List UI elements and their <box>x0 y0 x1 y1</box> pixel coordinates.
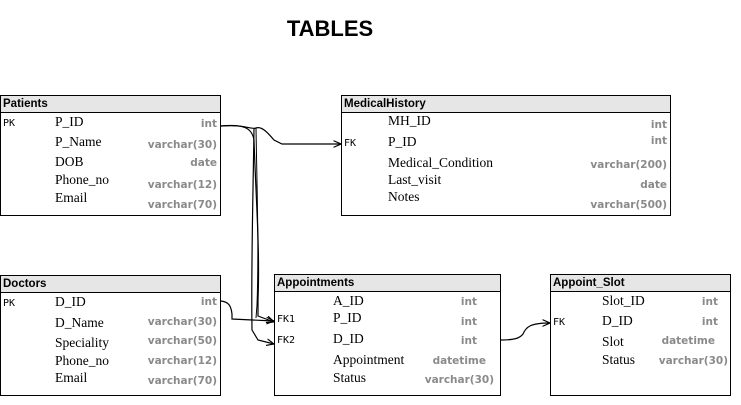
field-name: Notes <box>388 189 420 204</box>
field-name: D_ID <box>333 331 364 346</box>
field-type: int <box>460 296 477 308</box>
field-type: varchar(70) <box>147 199 217 211</box>
field-name: Status <box>602 352 636 367</box>
field-name: Status <box>333 370 367 385</box>
field-name: Slot <box>602 334 624 349</box>
table-appointslot: Appoint_Slot Slot_ID int FK D_ID int Slo… <box>550 274 731 396</box>
field-name: Appointment <box>333 352 405 367</box>
field-type: varchar(70) <box>147 375 217 387</box>
field-type: int <box>701 316 718 328</box>
field-name: D_ID <box>602 313 633 328</box>
field-key: FK <box>553 317 566 328</box>
edge-patients-to-appointments-fk2 <box>251 127 274 344</box>
field-key: FK <box>344 138 357 149</box>
field-type: varchar(12) <box>147 179 217 191</box>
field-type: varchar(50) <box>147 335 217 347</box>
field-type: int <box>650 119 667 131</box>
table-patients-title: Patients <box>1 96 220 113</box>
table-appointslot-title: Appoint_Slot <box>551 275 730 292</box>
field-name: D_Name <box>55 315 104 330</box>
field-key: FK2 <box>277 335 296 346</box>
edge-patients-to-appointments <box>220 124 274 322</box>
field-type: int <box>200 118 217 130</box>
field-type: int <box>460 316 477 328</box>
field-name: P_ID <box>388 134 417 149</box>
field-name: Medical_Condition <box>388 155 493 170</box>
field-key: PK <box>3 298 16 309</box>
edge-appointments-to-appointslot <box>500 323 550 341</box>
field-type: varchar(200) <box>590 159 667 171</box>
field-name: Phone_no <box>55 353 109 368</box>
field-type: varchar(30) <box>147 139 217 151</box>
field-name: A_ID <box>333 293 364 308</box>
field-key: PK <box>3 118 16 129</box>
field-key: FK1 <box>277 314 296 325</box>
field-name: Email <box>55 190 88 205</box>
field-name: Slot_ID <box>602 293 645 308</box>
field-name: Email <box>55 370 88 385</box>
field-type: int <box>650 135 667 147</box>
field-type: int <box>460 335 477 347</box>
field-type: int <box>701 296 718 308</box>
field-name: Speciality <box>55 335 109 350</box>
field-type: datetime <box>661 335 715 347</box>
edge-patients-to-medicalhistory <box>220 124 341 144</box>
diagram-title: TABLES <box>286 16 374 41</box>
field-type: varchar(30) <box>147 316 217 328</box>
field-type: varchar(500) <box>590 199 667 211</box>
field-name: Last_visit <box>388 172 442 187</box>
table-patients: Patients PK P_ID int P_Name varchar(30) … <box>0 95 221 216</box>
field-type: datetime <box>432 355 486 367</box>
table-medicalhistory-title: MedicalHistory <box>342 96 670 113</box>
field-type: date <box>190 157 217 169</box>
table-appointments: Appointments A_ID int FK1 P_ID int FK2 D… <box>274 274 501 396</box>
field-name: D_ID <box>55 294 86 309</box>
field-type: varchar(12) <box>147 355 217 367</box>
field-type: varchar(30) <box>658 355 728 367</box>
table-medicalhistory: MedicalHistory MH_ID int FK P_ID int Med… <box>341 95 671 216</box>
field-type: int <box>200 296 217 308</box>
field-name: DOB <box>55 154 84 169</box>
table-doctors-title: Doctors <box>1 276 220 293</box>
field-name: P_Name <box>55 134 102 149</box>
field-type: varchar(30) <box>424 374 494 386</box>
field-name: P_ID <box>333 310 362 325</box>
field-type: date <box>640 179 667 191</box>
field-name: MH_ID <box>388 113 431 128</box>
edge-doctors-to-appointments <box>220 300 274 321</box>
edge-patients-to-appointments-sketch <box>255 127 259 319</box>
table-appointments-title: Appointments <box>275 275 500 292</box>
table-doctors: Doctors PK D_ID int D_Name varchar(30) S… <box>0 275 221 396</box>
field-name: Phone_no <box>55 172 109 187</box>
field-name: P_ID <box>55 114 84 129</box>
